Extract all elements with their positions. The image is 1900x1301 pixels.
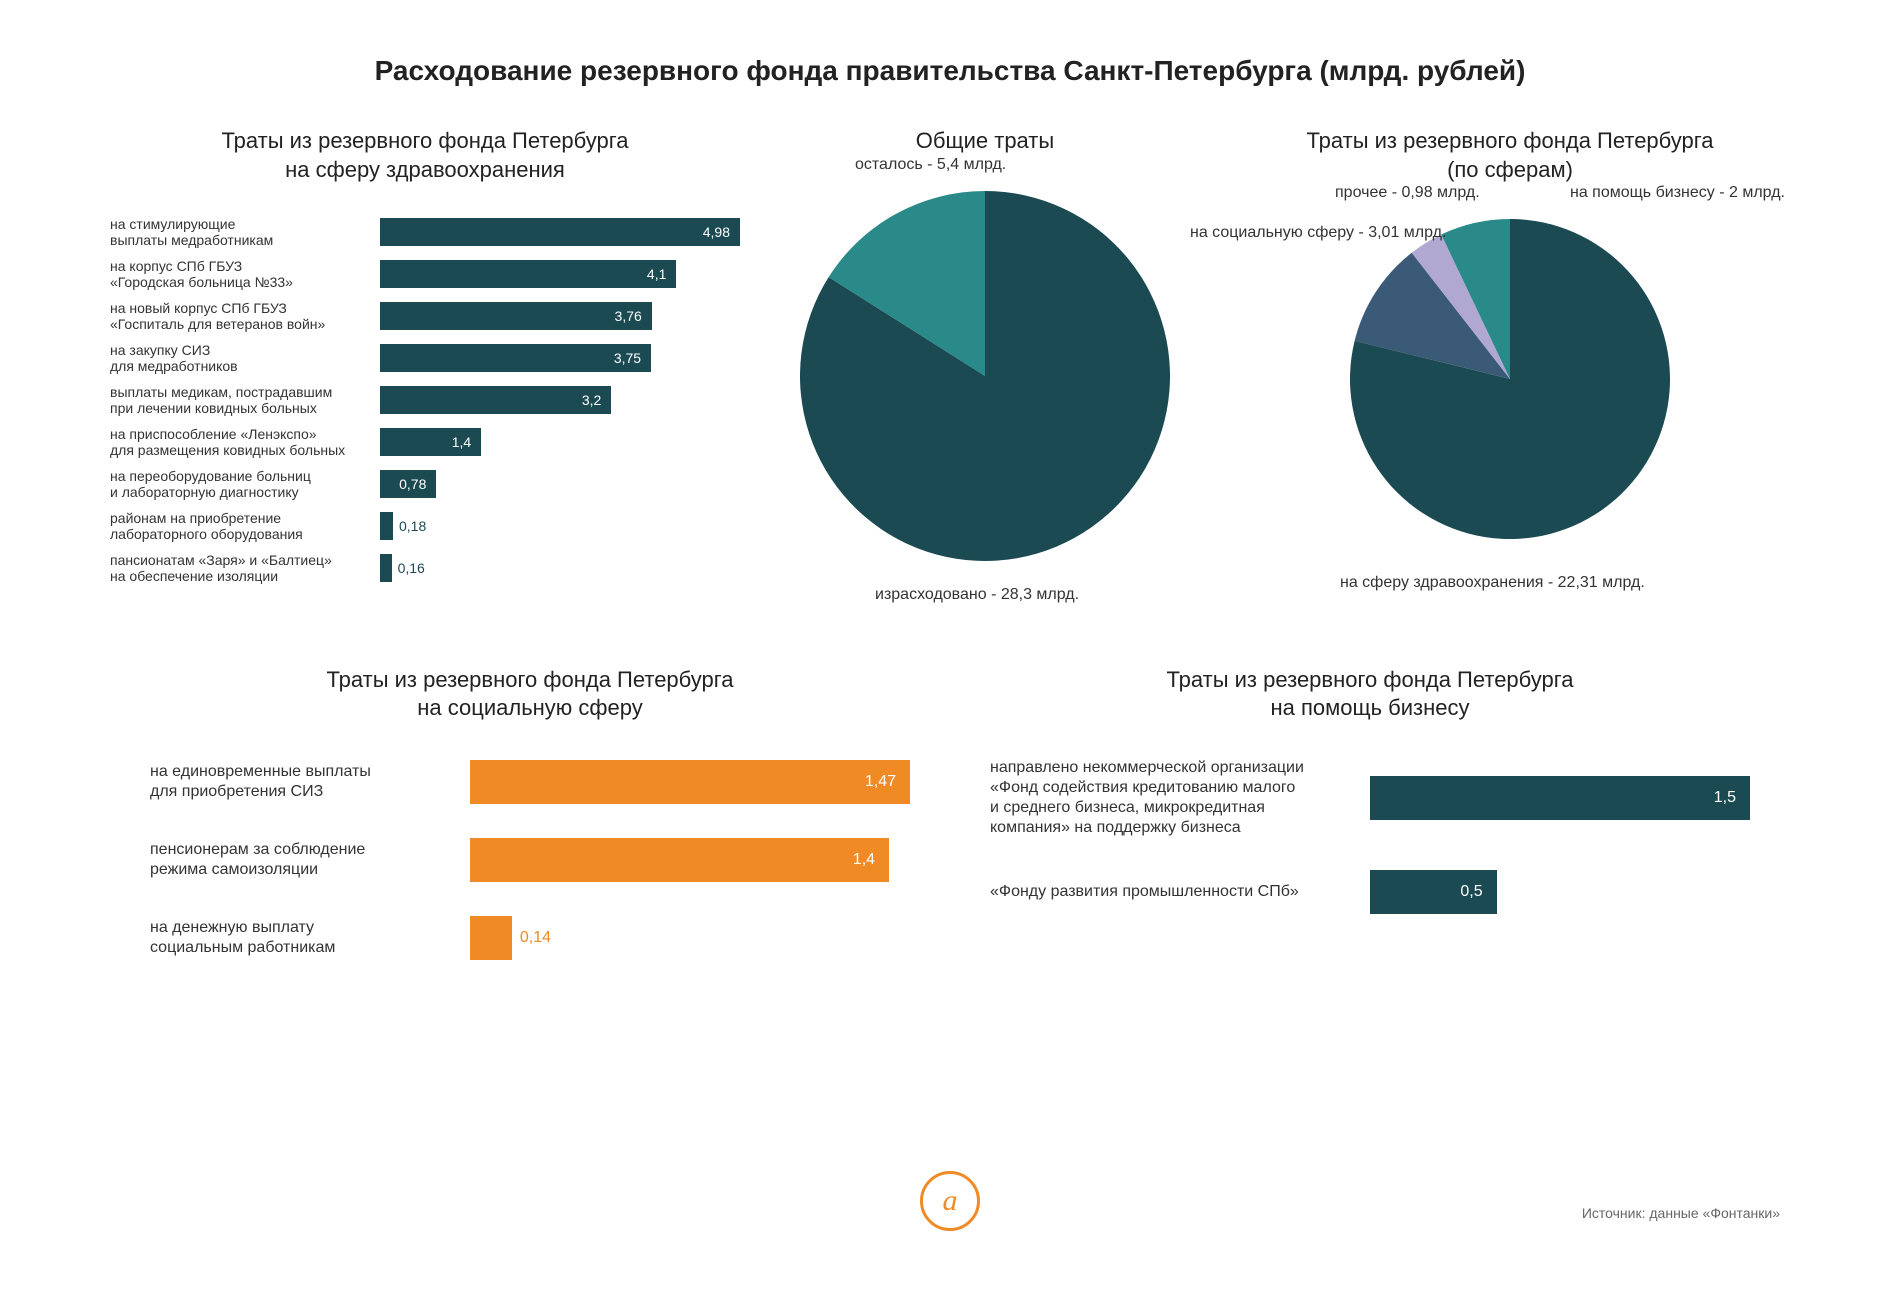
business-panel: Траты из резервного фонда Петербурга на … — [990, 666, 1750, 992]
bar-value: 0,14 — [512, 916, 551, 960]
pie-label: на социальную сферу - 3,01 млрд. — [1190, 224, 1446, 242]
bar-fill: 3,2 — [380, 386, 611, 414]
pie-chart — [795, 186, 1175, 566]
bar-value: 0,18 — [393, 512, 426, 540]
bar-label: на новый корпус СПб ГБУЗ «Госпиталь для … — [110, 300, 380, 332]
pie-label: осталось - 5,4 млрд. — [855, 156, 1006, 174]
pie-chart — [1345, 214, 1675, 544]
total-pie-wrap: осталось - 5,4 млрд.израсходовано - 28,3… — [785, 186, 1185, 626]
bar-label: на денежную выплату социальным работника… — [150, 918, 470, 958]
sphere-pie-title: Траты из резервного фонда Петербурга (по… — [1306, 127, 1713, 184]
main-title: Расходование резервного фонда правительс… — [0, 0, 1900, 87]
bar-fill: 4,98 — [380, 218, 740, 246]
bar-row: на единовременные выплаты для приобретен… — [150, 758, 910, 806]
social-panel: Траты из резервного фонда Петербурга на … — [150, 666, 910, 992]
bar-fill — [470, 916, 512, 960]
bar-fill: 3,75 — [380, 344, 651, 372]
bar-fill: 1,4 — [470, 838, 889, 882]
bar-fill: 1,5 — [1370, 776, 1750, 820]
bar-label: на переоборудование больниц и лабораторн… — [110, 468, 380, 500]
top-row: Траты из резервного фонда Петербурга на … — [0, 87, 1900, 626]
bar-fill: 0,5 — [1370, 870, 1497, 914]
sphere-pie-panel: Траты из резервного фонда Петербурга (по… — [1230, 127, 1790, 604]
bar-fill: 4,1 — [380, 260, 676, 288]
sphere-pie-wrap: прочее - 0,98 млрд.на помощь бизнесу - 2… — [1280, 214, 1740, 604]
pie-label: прочее - 0,98 млрд. — [1335, 184, 1480, 202]
bar-fill — [380, 554, 392, 582]
bar-row: на приспособление «Ленэкспо» для размеще… — [110, 424, 740, 460]
bar-fill: 3,76 — [380, 302, 652, 330]
bar-label: на закупку СИЗ для медработников — [110, 342, 380, 374]
bar-label: на стимулирующие выплаты медработникам — [110, 216, 380, 248]
bar-fill: 1,4 — [380, 428, 481, 456]
bar-row: на новый корпус СПб ГБУЗ «Госпиталь для … — [110, 298, 740, 334]
pie-label: на сферу здравоохранения - 22,31 млрд. — [1340, 574, 1645, 592]
bar-row: пансионатам «Заря» и «Балтиец» на обеспе… — [110, 550, 740, 586]
bar-label: районам на приобретение лабораторного об… — [110, 510, 380, 542]
source-text: Источник: данные «Фонтанки» — [1582, 1205, 1780, 1221]
bar-row: на закупку СИЗ для медработников3,75 — [110, 340, 740, 376]
bar-label: пенсионерам за соблюдение режима самоизо… — [150, 840, 470, 880]
bar-fill — [380, 512, 393, 540]
pie-label: на помощь бизнесу - 2 млрд. — [1570, 184, 1785, 202]
social-bars: на единовременные выплаты для приобретен… — [150, 758, 910, 962]
bar-label: «Фонду развития промышленности СПб» — [990, 882, 1370, 902]
social-title: Траты из резервного фонда Петербурга на … — [150, 666, 910, 723]
bar-fill: 0,78 — [380, 470, 436, 498]
bar-label: на корпус СПб ГБУЗ «Городская больница №… — [110, 258, 380, 290]
bar-row: на корпус СПб ГБУЗ «Городская больница №… — [110, 256, 740, 292]
total-pie-title: Общие траты — [916, 127, 1054, 156]
healthcare-bars: на стимулирующие выплаты медработникам4,… — [110, 214, 740, 592]
bottom-row: Траты из резервного фонда Петербурга на … — [0, 626, 1900, 992]
bar-row: на переоборудование больниц и лабораторн… — [110, 466, 740, 502]
bar-row: районам на приобретение лабораторного об… — [110, 508, 740, 544]
bar-fill: 1,47 — [470, 760, 910, 804]
bar-row: на денежную выплату социальным работника… — [150, 914, 910, 962]
bar-row: выплаты медикам, пострадавшим при лечени… — [110, 382, 740, 418]
business-bars: направлено некоммерческой организации «Ф… — [990, 758, 1750, 916]
bar-row: на стимулирующие выплаты медработникам4,… — [110, 214, 740, 250]
bar-label: пансионатам «Заря» и «Балтиец» на обеспе… — [110, 552, 380, 584]
bar-row: пенсионерам за соблюдение режима самоизо… — [150, 836, 910, 884]
bar-label: выплаты медикам, пострадавшим при лечени… — [110, 384, 380, 416]
logo-icon: a — [920, 1171, 980, 1231]
bar-label: на единовременные выплаты для приобретен… — [150, 762, 470, 802]
healthcare-panel: Траты из резервного фонда Петербурга на … — [110, 127, 740, 592]
bar-row: «Фонду развития промышленности СПб»0,5 — [990, 868, 1750, 916]
bar-label: на приспособление «Ленэкспо» для размеще… — [110, 426, 380, 458]
bar-label: направлено некоммерческой организации «Ф… — [990, 758, 1370, 838]
bar-value: 0,16 — [392, 554, 425, 582]
healthcare-title: Траты из резервного фонда Петербурга на … — [221, 127, 628, 184]
business-title: Траты из резервного фонда Петербурга на … — [990, 666, 1750, 723]
total-pie-panel: Общие траты осталось - 5,4 млрд.израсход… — [775, 127, 1195, 626]
pie-label: израсходовано - 28,3 млрд. — [875, 586, 1079, 604]
bar-row: направлено некоммерческой организации «Ф… — [990, 758, 1750, 838]
